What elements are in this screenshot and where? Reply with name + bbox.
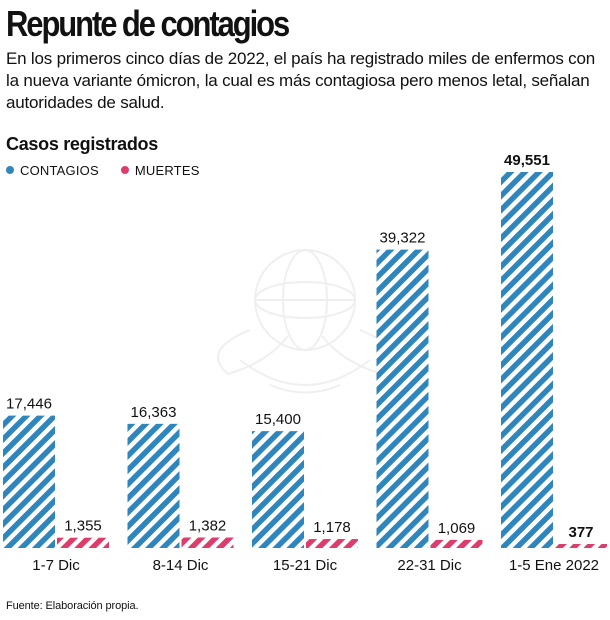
category-label: 22-31 Dic	[397, 557, 462, 574]
data-label-muertes: 377	[568, 524, 593, 541]
page-subtitle: En los primeros cinco días de 2022, el p…	[6, 49, 595, 112]
eagle-globe-emblem-icon	[217, 249, 393, 394]
legend-dot-icon	[6, 166, 14, 174]
chart-legend: CONTAGIOS MUERTES	[6, 162, 222, 178]
bar-muertes	[181, 537, 234, 548]
page-title: Repunte de contagios	[6, 3, 290, 44]
category-label: 8-14 Dic	[153, 557, 209, 574]
data-label-muertes: 1,382	[189, 518, 227, 535]
legend-item-muertes: MUERTES	[120, 162, 200, 178]
chart-title: Casos registrados	[6, 134, 158, 154]
bar-muertes	[57, 537, 109, 548]
data-label-contagios: 17,446	[6, 396, 52, 413]
source-note: Fuente: Elaboración propia.	[6, 600, 139, 612]
data-label-contagios: 49,551	[504, 152, 550, 169]
bar-contagios	[127, 423, 180, 548]
bar-contagios	[501, 172, 553, 548]
legend-item-contagios: CONTAGIOS	[6, 163, 99, 178]
category-label: 15-21 Dic	[273, 557, 338, 574]
bar-contagios	[252, 431, 304, 548]
data-label-contagios: 15,400	[255, 411, 301, 428]
category-label: 1-5 Ene 2022	[509, 557, 599, 574]
legend-label-muertes: MUERTES	[134, 162, 200, 178]
bar-muertes	[306, 539, 358, 548]
data-label-muertes: 1,069	[438, 520, 476, 537]
bar-contagios	[3, 415, 55, 548]
data-label-contagios: 16,363	[131, 404, 177, 421]
bar-contagios	[376, 249, 429, 549]
data-label-contagios: 39,322	[380, 230, 426, 247]
bar-muertes	[430, 539, 483, 548]
data-label-muertes: 1,178	[313, 519, 351, 536]
category-label: 1-7 Dic	[32, 557, 80, 574]
bar-muertes	[555, 544, 607, 548]
legend-label-contagios: CONTAGIOS	[20, 162, 99, 178]
legend-dot-icon	[120, 166, 129, 174]
data-label-muertes: 1,355	[64, 518, 102, 535]
